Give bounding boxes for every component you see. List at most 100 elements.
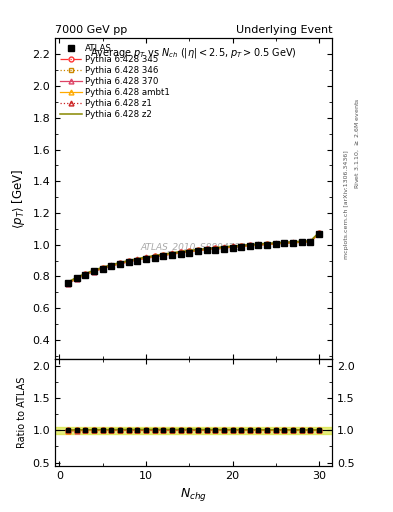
Pythia 6.428 z1 <box>83 271 88 277</box>
Pythia 6.428 370 <box>222 245 226 251</box>
ATLAS <box>100 266 105 272</box>
ATLAS <box>213 246 218 252</box>
Pythia 6.428 z2 <box>92 267 96 273</box>
Pythia 6.428 345 <box>135 257 140 263</box>
Pythia 6.428 z2 <box>178 248 183 254</box>
Pythia 6.428 ambt1 <box>178 249 183 255</box>
Line: Pythia 6.428 370: Pythia 6.428 370 <box>66 231 321 286</box>
Pythia 6.428 370 <box>135 257 140 263</box>
Pythia 6.428 z2 <box>196 246 200 252</box>
Pythia 6.428 346 <box>152 253 157 260</box>
Pythia 6.428 345 <box>308 239 313 245</box>
Pythia 6.428 370 <box>308 239 313 245</box>
Pythia 6.428 345 <box>109 263 114 269</box>
Pythia 6.428 z2 <box>213 245 218 251</box>
ATLAS <box>265 242 270 248</box>
Pythia 6.428 ambt1 <box>299 239 304 245</box>
Pythia 6.428 z1 <box>230 243 235 249</box>
Pythia 6.428 346 <box>143 255 148 261</box>
Line: Pythia 6.428 z1: Pythia 6.428 z1 <box>66 230 321 285</box>
Pythia 6.428 346 <box>282 240 287 246</box>
Pythia 6.428 z1 <box>308 238 313 244</box>
Pythia 6.428 346 <box>308 239 313 245</box>
Pythia 6.428 346 <box>317 231 321 237</box>
Pythia 6.428 346 <box>239 243 244 249</box>
Pythia 6.428 z2 <box>152 252 157 259</box>
Pythia 6.428 370 <box>248 243 252 249</box>
ATLAS <box>291 240 296 246</box>
Pythia 6.428 ambt1 <box>213 245 218 251</box>
Pythia 6.428 z1 <box>92 268 96 274</box>
Pythia 6.428 370 <box>161 252 165 259</box>
Pythia 6.428 345 <box>66 280 70 286</box>
Pythia 6.428 z2 <box>118 260 122 266</box>
Pythia 6.428 370 <box>282 241 287 247</box>
Pythia 6.428 ambt1 <box>109 263 114 269</box>
Pythia 6.428 370 <box>109 263 114 269</box>
Pythia 6.428 370 <box>274 241 278 247</box>
Pythia 6.428 z1 <box>161 251 165 258</box>
Pythia 6.428 345 <box>213 245 218 251</box>
Text: 7000 GeV pp: 7000 GeV pp <box>55 25 127 35</box>
ATLAS <box>135 258 140 264</box>
Pythia 6.428 ambt1 <box>92 268 96 274</box>
Pythia 6.428 ambt1 <box>265 241 270 247</box>
Pythia 6.428 346 <box>248 243 252 249</box>
Pythia 6.428 346 <box>187 248 191 254</box>
Pythia 6.428 ambt1 <box>187 248 191 254</box>
Pythia 6.428 370 <box>152 254 157 260</box>
Pythia 6.428 z1 <box>282 240 287 246</box>
Pythia 6.428 ambt1 <box>152 253 157 260</box>
Pythia 6.428 ambt1 <box>135 257 140 263</box>
Pythia 6.428 z2 <box>222 244 226 250</box>
Pythia 6.428 z2 <box>126 258 131 264</box>
Pythia 6.428 z1 <box>178 249 183 255</box>
ATLAS <box>317 230 321 237</box>
Pythia 6.428 z1 <box>169 250 174 257</box>
Pythia 6.428 z1 <box>265 241 270 247</box>
Pythia 6.428 ambt1 <box>230 244 235 250</box>
Pythia 6.428 345 <box>178 249 183 255</box>
Text: Rivet 3.1.10, $\geq$ 2.6M events: Rivet 3.1.10, $\geq$ 2.6M events <box>354 98 362 189</box>
ATLAS <box>161 253 165 259</box>
Pythia 6.428 z1 <box>291 239 296 245</box>
Pythia 6.428 345 <box>196 247 200 253</box>
Pythia 6.428 345 <box>204 246 209 252</box>
Pythia 6.428 z2 <box>265 240 270 246</box>
Pythia 6.428 ambt1 <box>248 243 252 249</box>
Pythia 6.428 346 <box>100 265 105 271</box>
Pythia 6.428 370 <box>317 231 321 237</box>
Pythia 6.428 z2 <box>161 251 165 257</box>
Pythia 6.428 z1 <box>299 239 304 245</box>
Pythia 6.428 345 <box>239 243 244 249</box>
Pythia 6.428 370 <box>299 239 304 245</box>
Pythia 6.428 346 <box>299 239 304 245</box>
Pythia 6.428 345 <box>274 241 278 247</box>
Pythia 6.428 z2 <box>169 250 174 256</box>
Pythia 6.428 370 <box>196 248 200 254</box>
Pythia 6.428 z1 <box>100 265 105 271</box>
Pythia 6.428 370 <box>100 266 105 272</box>
ATLAS <box>248 243 252 249</box>
ATLAS <box>66 280 70 286</box>
Pythia 6.428 346 <box>66 280 70 286</box>
Pythia 6.428 z2 <box>256 241 261 247</box>
ATLAS <box>118 261 122 267</box>
Pythia 6.428 345 <box>126 258 131 264</box>
Pythia 6.428 ambt1 <box>100 265 105 271</box>
Pythia 6.428 z1 <box>135 256 140 262</box>
Pythia 6.428 345 <box>265 241 270 247</box>
Pythia 6.428 z2 <box>239 242 244 248</box>
Pythia 6.428 370 <box>66 281 70 287</box>
Line: Pythia 6.428 z2: Pythia 6.428 z2 <box>68 232 319 282</box>
Pythia 6.428 370 <box>265 242 270 248</box>
Pythia 6.428 ambt1 <box>83 271 88 278</box>
ATLAS <box>109 263 114 269</box>
Pythia 6.428 z1 <box>204 246 209 252</box>
Pythia 6.428 345 <box>74 275 79 281</box>
Pythia 6.428 370 <box>143 255 148 262</box>
Pythia 6.428 370 <box>187 249 191 255</box>
Pythia 6.428 ambt1 <box>143 255 148 261</box>
Pythia 6.428 346 <box>230 244 235 250</box>
Y-axis label: $\langle p_T \rangle$ [GeV]: $\langle p_T \rangle$ [GeV] <box>10 168 27 229</box>
